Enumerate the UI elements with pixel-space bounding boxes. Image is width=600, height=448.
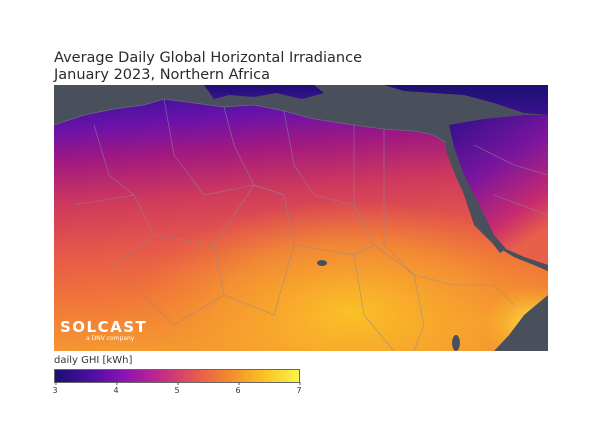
colorbar-label: daily GHI [kWh] (54, 355, 133, 366)
solcast-logo: SOLCAST a DNV company (60, 318, 147, 342)
colorbar-tick-4: 4 (113, 382, 119, 395)
colorbar (54, 369, 300, 383)
colorbar-ticks: 3 4 5 6 7 (52, 382, 302, 399)
logo-text: SOLCAST (60, 318, 148, 336)
colorbar-tick-6: 6 (235, 382, 241, 395)
colorbar-tick-7: 7 (296, 382, 302, 395)
title-line-1: Average Daily Global Horizontal Irradian… (54, 50, 362, 66)
colorbar-tick-5: 5 (174, 382, 180, 395)
colorbar-tick-3: 3 (52, 382, 58, 395)
title-line-2: January 2023, Northern Africa (54, 67, 271, 83)
logo-subtext: a DNV company (86, 335, 135, 342)
irradiance-map (54, 85, 548, 351)
map-title: Average Daily Global Horizontal Irradian… (54, 50, 362, 84)
